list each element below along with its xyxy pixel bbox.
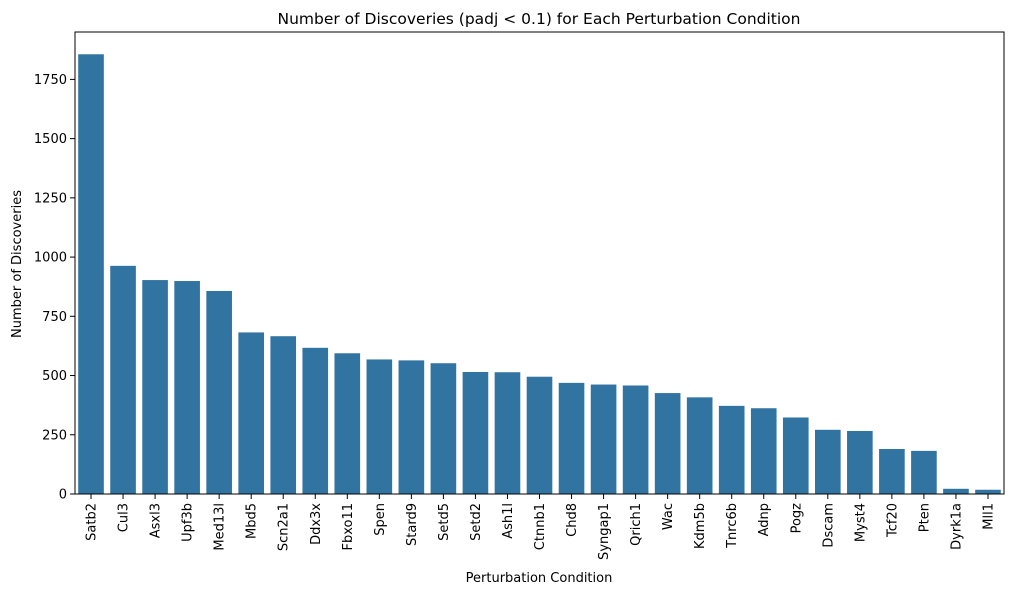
bar-mbd5 xyxy=(238,332,265,494)
bar-wac xyxy=(654,393,681,494)
x-tick-label: Syngap1 xyxy=(597,503,612,560)
bar-setd2 xyxy=(462,371,489,494)
y-tick-label: 750 xyxy=(42,310,67,325)
x-tick-label: Dyrk1a xyxy=(949,503,964,550)
x-tick-label: Kdm5b xyxy=(693,503,708,549)
y-tick-label: 250 xyxy=(42,428,67,443)
bar-upf3b xyxy=(174,281,200,494)
x-tick-label: Tnrc6b xyxy=(725,503,740,549)
bars-layer xyxy=(78,54,1001,495)
x-tick-label: Ash1l xyxy=(501,503,516,539)
x-tick-label: Cul3 xyxy=(117,503,132,532)
bar-mll1 xyxy=(975,489,1001,494)
bar-chd8 xyxy=(558,382,585,494)
y-tick-label: 500 xyxy=(42,369,67,384)
x-tick-label: Adnp xyxy=(757,503,772,536)
x-tick-label: Wac xyxy=(661,503,676,530)
y-tick-label: 1250 xyxy=(34,191,67,206)
x-tick-label: Myst4 xyxy=(853,503,868,542)
y-tick-label: 0 xyxy=(59,488,67,503)
bar-qrich1 xyxy=(622,385,649,494)
bar-ash1l xyxy=(494,372,521,494)
y-tick-label: 1750 xyxy=(34,73,67,88)
x-tick-label: Mbd5 xyxy=(245,503,260,539)
x-tick-label: Med13l xyxy=(213,503,228,551)
bar-kdm5b xyxy=(686,397,713,494)
bar-dscam xyxy=(815,429,841,494)
bar-dyrk1a xyxy=(943,488,969,494)
bar-stard9 xyxy=(398,360,425,494)
bar-tcf20 xyxy=(879,448,905,494)
y-tick-label: 1000 xyxy=(34,251,67,266)
bar-ctnnb1 xyxy=(526,376,553,494)
bar-myst4 xyxy=(847,430,873,494)
x-tick-label: Pogz xyxy=(789,503,804,534)
bar-tnrc6b xyxy=(718,405,745,494)
y-axis-label: Number of Discoveries xyxy=(10,190,25,338)
x-tick-label: Ddx3x xyxy=(309,503,324,545)
x-axis-label: Perturbation Condition xyxy=(466,571,613,586)
bar-pogz xyxy=(782,417,809,494)
x-tick-label: Tcf20 xyxy=(885,503,900,538)
x-tick-label: Mll1 xyxy=(981,503,996,530)
x-tick-label: Qrich1 xyxy=(629,503,644,546)
y-tick-label: 1500 xyxy=(34,132,67,147)
x-tick-label: Chd8 xyxy=(565,503,580,537)
axes-layer: 0 250 500 750 1000 1250 1500 1750 Satb2 Cul3 Asxl3… xyxy=(34,31,1005,560)
x-tick-label: Dscam xyxy=(821,503,836,548)
bar-med13l xyxy=(206,290,232,494)
chart-title: Number of Discoveries (padj < 0.1) for E… xyxy=(277,10,800,28)
x-tick-label: Upf3b xyxy=(181,503,196,542)
bar-syngap1 xyxy=(590,384,617,494)
x-tick-label: Spen xyxy=(373,503,388,536)
x-tick-label: Asxl3 xyxy=(149,503,164,538)
bar-cul3 xyxy=(110,265,136,494)
bar-adnp xyxy=(750,408,777,494)
bar-scn2a1 xyxy=(270,336,297,494)
x-tick-label: Satb2 xyxy=(85,503,100,541)
x-tick-label: Setd2 xyxy=(469,503,484,541)
x-tick-label: Ctnnb1 xyxy=(533,503,548,550)
bar-spen xyxy=(366,359,393,494)
x-tick-label: Pten xyxy=(917,503,932,532)
bar-ddx3x xyxy=(302,347,329,494)
x-tick-label: Fbxo11 xyxy=(341,503,356,551)
x-tick-label: Stard9 xyxy=(405,503,420,546)
bar-pten xyxy=(911,450,937,494)
bar-fbxo11 xyxy=(334,353,361,494)
x-tick-label: Setd5 xyxy=(437,503,452,541)
x-tick-label: Scn2a1 xyxy=(277,503,292,551)
bar-satb2 xyxy=(78,54,104,495)
bar-setd5 xyxy=(430,363,457,494)
bar-asxl3 xyxy=(142,280,168,494)
